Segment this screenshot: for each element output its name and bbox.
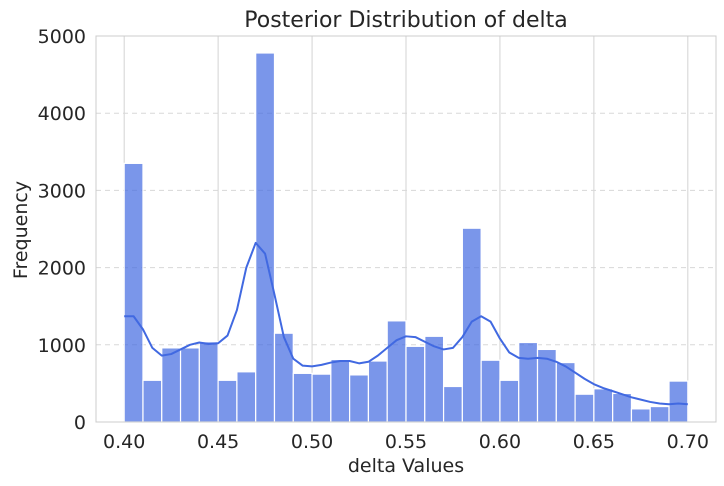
histogram-bar	[518, 341, 539, 423]
histogram-bar	[405, 345, 426, 423]
histogram-bar	[217, 379, 238, 423]
chart-title: Posterior Distribution of delta	[244, 8, 567, 33]
histogram-bar	[179, 347, 200, 423]
histogram-bar	[142, 379, 163, 423]
histogram-bar	[292, 372, 313, 423]
histogram-bar	[311, 373, 332, 423]
plot-frame	[95, 35, 717, 423]
x-tick-label: 0.55	[385, 431, 427, 453]
histogram-bar	[668, 380, 689, 423]
y-tick-label: 0	[74, 412, 86, 434]
histogram-bar	[161, 347, 182, 423]
histogram-bar	[442, 385, 463, 423]
y-tick-label: 5000	[38, 26, 86, 48]
histogram-bar	[480, 359, 501, 423]
histogram-bar	[612, 392, 633, 423]
histogram-bar	[574, 393, 595, 423]
x-axis-title: delta Values	[348, 455, 464, 477]
histogram-bar	[461, 227, 482, 423]
histogram-bar	[273, 332, 294, 423]
y-tick-label: 3000	[38, 180, 86, 202]
x-axis-ticks: 0.40 0.45 0.50 0.55 0.60 0.65 0.70	[103, 431, 709, 453]
x-tick-label: 0.65	[573, 431, 615, 453]
histogram-bar	[349, 374, 370, 423]
histogram-bar	[593, 388, 614, 423]
kde-layer	[124, 241, 688, 406]
y-tick-label: 2000	[38, 258, 86, 280]
plot-border	[95, 35, 717, 423]
x-tick-label: 0.50	[291, 431, 333, 453]
y-tick-label: 1000	[38, 335, 86, 357]
y-tick-label: 4000	[38, 103, 86, 125]
histogram-bar	[386, 320, 407, 423]
histogram-bar	[255, 52, 276, 423]
x-tick-label: 0.70	[667, 431, 709, 453]
histogram-bar	[123, 162, 144, 423]
y-axis-title: Frequency	[10, 181, 32, 279]
histogram-bar	[367, 360, 388, 423]
grid-layer	[96, 36, 716, 422]
histogram-bar	[630, 408, 651, 423]
x-tick-label: 0.60	[479, 431, 521, 453]
histogram-bar	[499, 379, 520, 423]
histogram-bar	[236, 371, 257, 423]
histogram-bar	[198, 341, 219, 423]
histogram-bar	[649, 405, 670, 423]
kde-line	[124, 241, 688, 406]
x-tick-label: 0.45	[197, 431, 239, 453]
x-tick-label: 0.40	[103, 431, 145, 453]
y-axis-ticks: 0 1000 2000 3000 4000 5000	[38, 26, 86, 434]
histogram-bar	[330, 358, 351, 423]
